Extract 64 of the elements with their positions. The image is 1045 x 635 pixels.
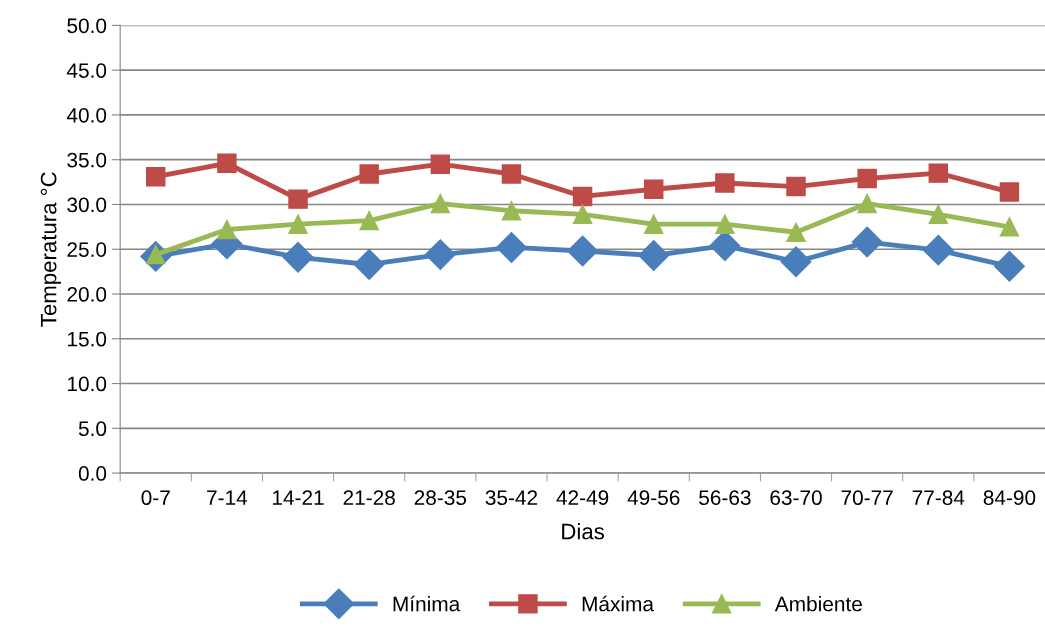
point xyxy=(994,250,1025,282)
point xyxy=(217,153,237,174)
point xyxy=(501,164,522,184)
point xyxy=(786,176,806,197)
point xyxy=(288,214,308,234)
x-tick-label: 28-35 xyxy=(414,490,467,506)
point xyxy=(572,186,593,207)
y-tick-label: 15.0 xyxy=(68,331,107,347)
point xyxy=(359,164,379,184)
point xyxy=(501,201,522,221)
x-tick-label: 63-70 xyxy=(770,490,822,506)
point xyxy=(288,189,308,209)
point xyxy=(430,193,451,214)
x-axis-title: Dias xyxy=(562,523,605,540)
point xyxy=(928,163,949,183)
point xyxy=(146,166,166,187)
point xyxy=(928,204,949,225)
y-tick-label: 50.0 xyxy=(67,18,107,34)
point xyxy=(567,235,599,267)
point xyxy=(851,226,883,258)
y-axis-title: Temperatura °C xyxy=(40,172,61,327)
point xyxy=(999,217,1020,237)
legend-label: Mínima xyxy=(393,595,461,612)
y-tick-label: 35.0 xyxy=(67,152,107,168)
y-tick-label: 20.0 xyxy=(67,287,107,302)
point xyxy=(572,204,593,225)
y-tick-label: 40.0 xyxy=(66,107,107,123)
point xyxy=(644,179,664,199)
y-tick-label: 25.0 xyxy=(67,242,107,257)
x-tick-label: 42-49 xyxy=(556,490,609,506)
point xyxy=(496,232,527,263)
y-tick-label: 10.0 xyxy=(68,376,107,392)
point xyxy=(922,234,954,266)
x-tick-label: 0-7 xyxy=(141,490,170,506)
point xyxy=(638,240,670,271)
point xyxy=(353,249,385,280)
x-tick-label: 56-63 xyxy=(699,490,751,506)
point xyxy=(715,214,735,234)
point xyxy=(424,239,456,271)
x-tick-label: 49-56 xyxy=(627,490,680,506)
y-tick-label: 0.0 xyxy=(78,466,107,481)
point xyxy=(780,246,812,278)
point xyxy=(644,214,664,234)
point xyxy=(857,193,877,214)
y-tick-label: 5.0 xyxy=(78,421,107,437)
point xyxy=(999,182,1020,202)
x-tick-label: 35-42 xyxy=(485,490,538,506)
y-tick-label: 45.0 xyxy=(66,63,107,78)
x-tick-label: 21-28 xyxy=(343,490,395,506)
point xyxy=(282,241,314,273)
point xyxy=(430,154,451,174)
x-tick-label: 70-77 xyxy=(841,490,893,506)
point xyxy=(857,168,877,189)
point xyxy=(715,173,735,193)
point xyxy=(217,219,237,240)
point xyxy=(786,222,806,242)
legend-label: Ambiente xyxy=(774,596,862,612)
y-tick-label: 30.0 xyxy=(67,197,107,213)
legend-label: Máxima xyxy=(582,595,654,612)
x-tick-label: 84-90 xyxy=(983,490,1036,506)
point xyxy=(359,210,379,231)
x-tick-label: 14-21 xyxy=(272,490,324,505)
x-tick-label: 77-84 xyxy=(912,490,965,506)
x-tick-label: 7-14 xyxy=(207,490,248,505)
